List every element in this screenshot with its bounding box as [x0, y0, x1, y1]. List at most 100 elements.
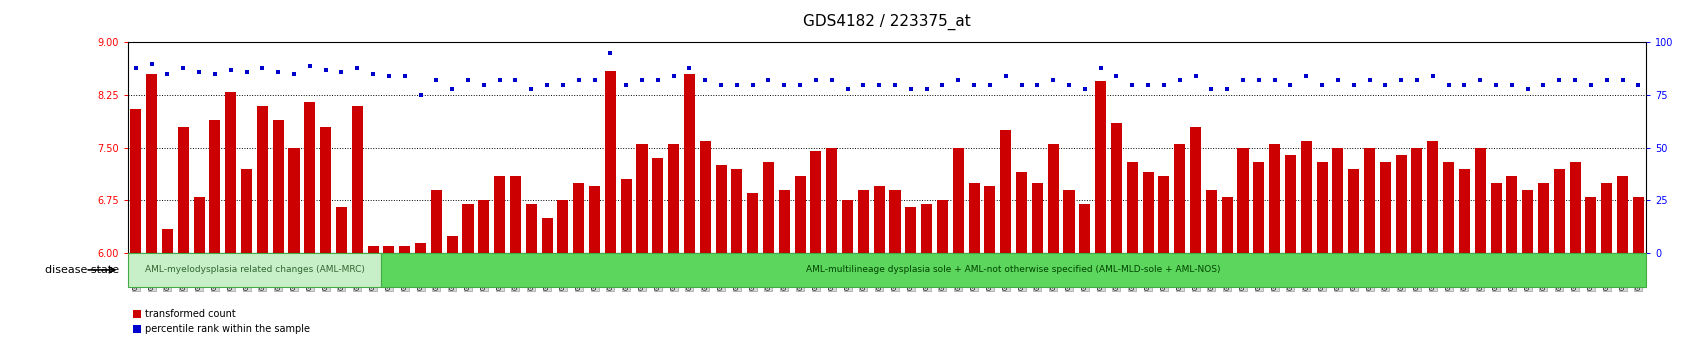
Bar	[1253, 162, 1263, 253]
Bar	[1079, 204, 1089, 253]
Point	[501, 78, 529, 83]
Bar	[257, 106, 268, 253]
Bar	[288, 148, 300, 253]
Point	[153, 71, 181, 77]
Bar	[999, 130, 1011, 253]
Bar	[1110, 123, 1122, 253]
Point	[928, 82, 955, 87]
Text: AML-myelodysplasia related changes (AML-MRC): AML-myelodysplasia related changes (AML-…	[145, 266, 365, 274]
Bar	[1536, 183, 1548, 253]
Bar	[777, 190, 789, 253]
Point	[1403, 78, 1430, 83]
Bar	[321, 127, 331, 253]
Point	[264, 69, 292, 75]
Point	[1466, 78, 1494, 83]
Point	[360, 71, 387, 77]
Bar	[1616, 176, 1627, 253]
Point	[1038, 78, 1066, 83]
Bar	[1299, 141, 1311, 253]
Bar	[303, 102, 315, 253]
Point	[771, 82, 798, 87]
Point	[1166, 78, 1193, 83]
Point	[297, 63, 324, 68]
Bar	[540, 218, 552, 253]
Point	[201, 71, 228, 77]
Point	[549, 82, 576, 87]
Point	[1292, 73, 1320, 79]
Bar	[477, 200, 489, 253]
Point	[1197, 86, 1224, 92]
Bar	[1158, 176, 1168, 253]
Bar	[1632, 197, 1644, 253]
Point	[627, 78, 655, 83]
Point	[1008, 82, 1035, 87]
Point	[1577, 82, 1604, 87]
Bar	[795, 176, 805, 253]
Point	[1086, 65, 1113, 70]
Bar	[399, 246, 409, 253]
Point	[1118, 82, 1146, 87]
Bar	[494, 176, 505, 253]
Bar	[699, 141, 711, 253]
Bar	[1473, 148, 1485, 253]
Bar	[447, 235, 457, 253]
Point	[123, 65, 150, 70]
Point	[343, 65, 370, 70]
Bar	[905, 207, 916, 253]
Bar	[762, 162, 774, 253]
Text: disease state: disease state	[46, 265, 119, 275]
Point	[1338, 82, 1366, 87]
Bar	[1506, 176, 1516, 253]
Bar	[1490, 183, 1500, 253]
Point	[723, 82, 750, 87]
Point	[1529, 82, 1557, 87]
Bar	[858, 190, 868, 253]
Point	[1497, 82, 1524, 87]
Point	[612, 82, 639, 87]
Bar	[1458, 169, 1470, 253]
Bar	[1284, 155, 1296, 253]
Bar	[1062, 190, 1074, 253]
Point	[597, 50, 624, 56]
Bar	[380, 253, 1645, 287]
Point	[1449, 82, 1477, 87]
Point	[1545, 78, 1572, 83]
Point	[1386, 78, 1413, 83]
Bar	[951, 148, 963, 253]
Bar	[1269, 144, 1279, 253]
Bar	[1316, 162, 1326, 253]
Point	[818, 78, 846, 83]
Text: GDS4182 / 223375_at: GDS4182 / 223375_at	[803, 14, 970, 30]
Bar	[1236, 148, 1248, 253]
Bar	[128, 253, 380, 287]
Bar	[1221, 197, 1233, 253]
Point	[280, 71, 307, 77]
Point	[754, 78, 781, 83]
Bar	[714, 165, 726, 253]
Point	[1023, 82, 1050, 87]
Bar	[1032, 183, 1042, 253]
Bar	[1142, 172, 1153, 253]
Point	[1371, 82, 1398, 87]
Point	[849, 82, 876, 87]
Bar	[968, 183, 979, 253]
Bar	[240, 169, 252, 253]
Bar	[210, 120, 220, 253]
Point	[738, 82, 766, 87]
Bar	[1332, 148, 1342, 253]
Point	[960, 82, 987, 87]
Point	[438, 86, 465, 92]
Point	[1134, 82, 1161, 87]
Bar	[1047, 144, 1059, 253]
Bar	[177, 127, 189, 253]
Bar	[525, 204, 537, 253]
Bar	[510, 176, 520, 253]
Bar	[558, 200, 568, 253]
Point	[801, 78, 829, 83]
Bar	[462, 204, 474, 253]
Point	[327, 69, 355, 75]
Bar	[414, 242, 426, 253]
Point	[1355, 78, 1383, 83]
Bar	[984, 187, 996, 253]
Point	[660, 73, 687, 79]
